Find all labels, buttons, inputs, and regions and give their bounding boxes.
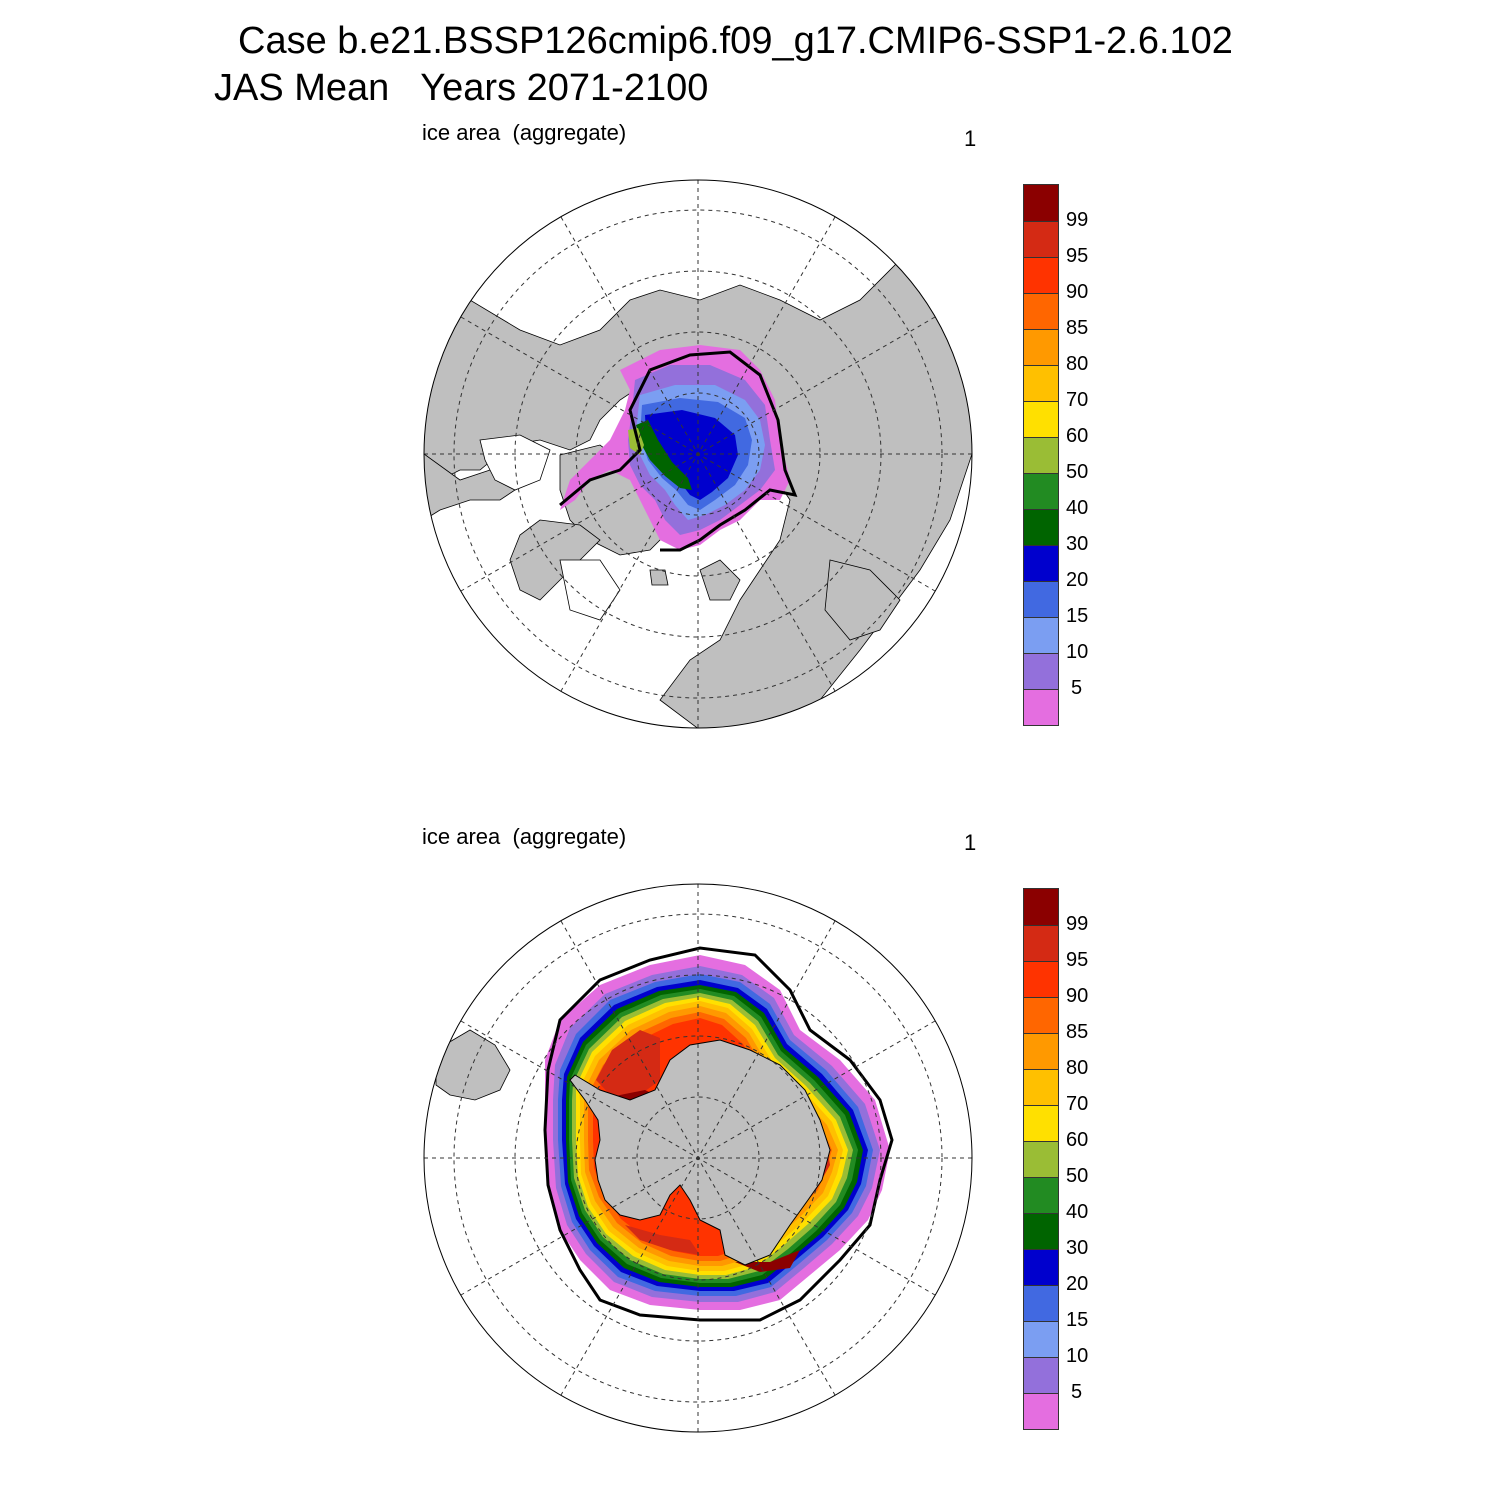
colorbar-north-swatch (1024, 545, 1058, 581)
north-america-east (509, 519, 601, 601)
ice-band-95-ross (625, 1225, 700, 1255)
colorbar-north-tick-label: 95 (1066, 245, 1089, 267)
colorbar-north-swatch (1024, 185, 1058, 221)
labrador-sea (559, 559, 621, 621)
colorbar-south-swatch (1024, 1321, 1058, 1357)
scandinavia (824, 559, 901, 641)
colorbar-south-swatch (1024, 889, 1058, 925)
colorbar-south-swatch (1024, 1033, 1058, 1069)
ice-band-30 (645, 410, 738, 500)
panel-north-number: 1 (964, 126, 977, 151)
colorbar-south-swatch (1024, 1285, 1058, 1321)
colorbar-north-swatch (1024, 653, 1058, 689)
panel-south-label: ice area (aggregate) (422, 824, 627, 849)
south-america-tip (435, 1029, 511, 1101)
colorbar-north (1023, 184, 1059, 726)
colorbar-south-swatch (1024, 1393, 1058, 1429)
colorbar-north-swatch (1024, 365, 1058, 401)
colorbar-north-tick-label: 60 (1066, 425, 1089, 447)
colorbar-north-tick-label: 99 (1066, 209, 1089, 231)
south-grid (424, 884, 972, 1432)
north-polar-map (424, 180, 972, 728)
iceland (649, 569, 669, 586)
colorbar-north-swatch (1024, 257, 1058, 293)
colorbar-south-tick-label: 15 (1066, 1309, 1089, 1331)
colorbar-north-swatch (1024, 293, 1058, 329)
colorbar-south-swatch (1024, 925, 1058, 961)
colorbar-south-tick-label: 70 (1066, 1093, 1089, 1115)
colorbar-north-swatch (1024, 221, 1058, 257)
colorbar-north-swatch (1024, 401, 1058, 437)
colorbar-south-swatch (1024, 997, 1058, 1033)
colorbar-north-swatch (1024, 689, 1058, 725)
colorbar-north-swatch (1024, 581, 1058, 617)
colorbar-south-swatch (1024, 1069, 1058, 1105)
colorbar-north-tick-label: 30 (1066, 533, 1089, 555)
colorbar-north-tick-label: 5 (1071, 677, 1083, 699)
colorbar-north-swatch (1024, 473, 1058, 509)
colorbar-south-swatch (1024, 1357, 1058, 1393)
colorbar-south-tick-label: 30 (1066, 1237, 1089, 1259)
colorbar-south-swatch (1024, 1213, 1058, 1249)
south-polar-map (424, 884, 972, 1432)
colorbar-north-tick-label: 80 (1066, 353, 1089, 375)
colorbar-south-tick-label: 90 (1066, 985, 1089, 1007)
hudson-bay (479, 434, 551, 491)
colorbar-south-swatch (1024, 1141, 1058, 1177)
colorbar-south (1023, 888, 1059, 1430)
colorbar-north-tick-label: 15 (1066, 605, 1089, 627)
panel-north-label: ice area (aggregate) (422, 120, 627, 145)
colorbar-north-tick-label: 10 (1066, 641, 1089, 663)
colorbar-south-tick-label: 5 (1071, 1381, 1083, 1403)
antarctica-landmass (569, 1039, 831, 1266)
colorbar-north-swatch (1024, 437, 1058, 473)
colorbar-south-tick-label: 60 (1066, 1129, 1089, 1151)
colorbar-south-tick-label: 95 (1066, 949, 1089, 971)
colorbar-north-tick-label: 70 (1066, 389, 1089, 411)
figure-title-case: Case b.e21.BSSP126cmip6.f09_g17.CMIP6-SS… (238, 20, 1233, 62)
colorbar-south-tick-label: 20 (1066, 1273, 1089, 1295)
colorbar-south-swatch (1024, 1177, 1058, 1213)
colorbar-north-tick-label: 90 (1066, 281, 1089, 303)
south-ice-edge-contour (543, 946, 894, 1322)
colorbar-south-tick-label: 85 (1066, 1021, 1089, 1043)
colorbar-south-tick-label: 80 (1066, 1057, 1089, 1079)
colorbar-north-swatch (1024, 509, 1058, 545)
colorbar-south-tick-label: 99 (1066, 913, 1089, 935)
colorbar-north-tick-label: 85 (1066, 317, 1089, 339)
colorbar-north-tick-label: 40 (1066, 497, 1089, 519)
ice-band-40 (636, 420, 692, 490)
panel-south-number: 1 (964, 830, 977, 855)
ice-band-95-weddell (596, 1030, 660, 1105)
south-map-boundary (423, 883, 973, 1433)
colorbar-south-swatch (1024, 961, 1058, 997)
figure-title-period: JAS Mean Years 2071-2100 (214, 67, 709, 109)
colorbar-north-tick-label: 20 (1066, 569, 1089, 591)
colorbar-south-tick-label: 40 (1066, 1201, 1089, 1223)
north-sea-ice (560, 345, 790, 550)
colorbar-south-swatch (1024, 1105, 1058, 1141)
svalbard (699, 559, 741, 601)
colorbar-south-tick-label: 50 (1066, 1165, 1089, 1187)
north-inland-water (479, 434, 621, 621)
north-grid (424, 180, 972, 728)
colorbar-north-swatch (1024, 329, 1058, 365)
colorbar-south-tick-label: 10 (1066, 1345, 1089, 1367)
ice-band-99-ross (735, 1250, 800, 1272)
north-map-boundary (423, 179, 973, 729)
colorbar-south-swatch (1024, 1249, 1058, 1285)
colorbar-north-tick-label: 50 (1066, 461, 1089, 483)
colorbar-north-swatch (1024, 617, 1058, 653)
